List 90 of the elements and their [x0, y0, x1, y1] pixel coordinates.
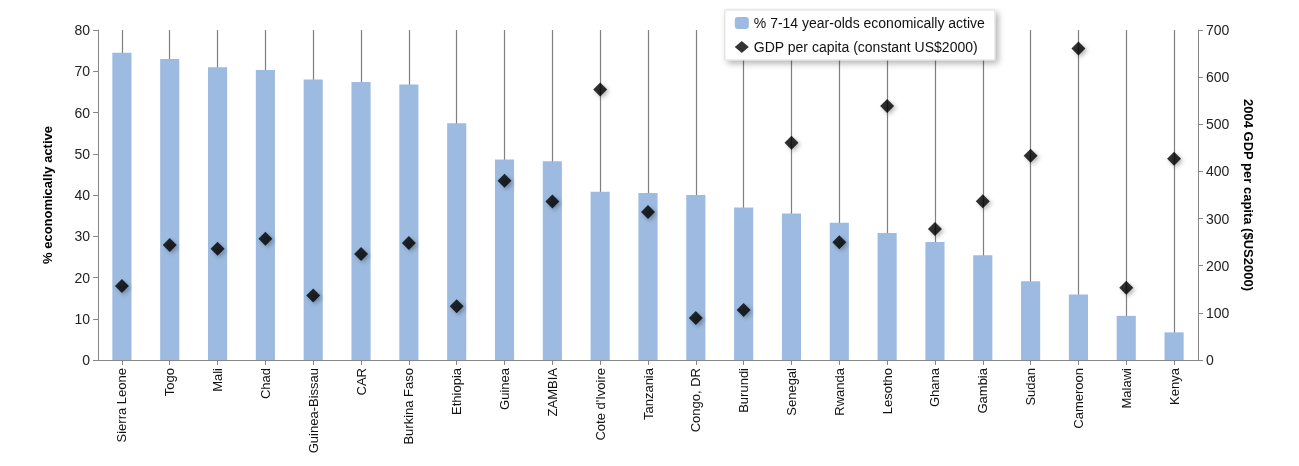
point — [258, 231, 273, 246]
bar — [351, 81, 371, 360]
bar — [638, 192, 658, 360]
y-tick-label: 20 — [74, 269, 91, 286]
point — [114, 278, 129, 293]
bar — [973, 255, 993, 360]
x-tick-label: Sudan — [1023, 368, 1039, 406]
point — [880, 98, 895, 113]
bar — [925, 242, 945, 360]
y2-tick-label: 500 — [1206, 116, 1230, 133]
y-tick-label: 10 — [74, 310, 91, 327]
point — [975, 194, 990, 209]
point — [497, 173, 512, 188]
bar — [781, 213, 802, 360]
bar — [734, 207, 754, 360]
y2-tick-label: 300 — [1206, 210, 1230, 227]
point — [162, 237, 177, 252]
x-tick-label: Kenya — [1166, 367, 1182, 405]
x-tick-label: Tanzania — [640, 367, 656, 421]
x-tick-label: Cameroon — [1070, 368, 1086, 429]
bar — [1068, 294, 1088, 360]
x-tick-label: Senegal — [783, 367, 799, 416]
x-tick-label: ZAMBIA — [544, 367, 560, 417]
y2-tick-label: 100 — [1206, 304, 1230, 321]
y2-tick-label: 0 — [1206, 352, 1214, 368]
point — [354, 246, 369, 261]
bar — [160, 58, 180, 360]
bar — [829, 222, 849, 360]
point — [449, 299, 464, 314]
legend-label: GDP per capita (constant US$2000) — [753, 39, 978, 55]
bar — [1021, 281, 1041, 360]
y2-tick-label: 700 — [1206, 22, 1230, 38]
point — [927, 221, 942, 236]
point — [306, 288, 321, 303]
bar — [303, 79, 323, 360]
bar — [447, 123, 467, 360]
bar — [1164, 332, 1184, 360]
point — [1023, 148, 1038, 163]
point — [401, 236, 416, 251]
x-tick-label: Lesotho — [879, 368, 895, 415]
point — [593, 82, 608, 97]
x-tick-label: Guinea-Bissau — [305, 368, 321, 454]
bar — [590, 191, 610, 360]
point — [641, 204, 655, 219]
y-tick-label: 50 — [74, 145, 91, 162]
y-tick-label: 30 — [74, 228, 91, 245]
point — [736, 303, 751, 318]
bar — [1116, 315, 1136, 360]
x-tick-label: Congo, DR — [688, 368, 704, 433]
point — [1119, 280, 1134, 295]
y2-tick-label: 400 — [1206, 163, 1230, 180]
point — [210, 241, 225, 256]
y-tick-label: 80 — [74, 22, 91, 38]
x-tick-label: Guinea — [497, 367, 513, 410]
bar — [686, 195, 706, 360]
x-tick-label: Burkina Faso — [401, 368, 417, 445]
x-tick-label: Gambia — [975, 367, 991, 414]
x-tick-label: CAR — [353, 368, 369, 396]
y-tick-label: 40 — [74, 187, 91, 203]
point — [1071, 41, 1086, 56]
y-tick-label: 60 — [74, 104, 91, 121]
x-tick-label: Ethiopia — [449, 367, 465, 415]
bar — [542, 161, 562, 360]
x-tick-label: Cote d'Ivoire — [592, 368, 608, 441]
x-tick-label: Malawi — [1118, 367, 1134, 409]
bar — [112, 52, 132, 360]
x-tick-label: Chad — [257, 368, 273, 400]
legend-label: % 7-14 year-olds economically active — [753, 15, 986, 31]
x-tick-label: Rwanda — [831, 367, 847, 416]
x-tick-label: Burundi — [736, 367, 752, 413]
y2-axis-title: 2004 GDP per capita ($US2000) — [1241, 99, 1256, 291]
y2-tick-label: 600 — [1206, 69, 1230, 86]
y-axis-title: % economically active — [40, 125, 55, 265]
x-tick-label: Ghana — [927, 367, 943, 408]
bar — [399, 84, 419, 360]
bar — [208, 67, 228, 360]
y2-tick-label: 200 — [1206, 257, 1230, 274]
point — [545, 194, 560, 209]
x-tick-label: Togo — [162, 368, 178, 397]
bar — [494, 159, 515, 360]
y-tick-label: 0 — [82, 352, 91, 368]
y-tick-label: 70 — [74, 63, 91, 80]
point — [1167, 151, 1182, 166]
point — [688, 311, 703, 326]
x-tick-label: Sierra Leone — [114, 368, 130, 443]
x-tick-label: Mali — [210, 367, 226, 392]
bar — [255, 70, 275, 360]
point — [784, 135, 799, 150]
bar — [877, 232, 897, 360]
point — [832, 235, 847, 250]
